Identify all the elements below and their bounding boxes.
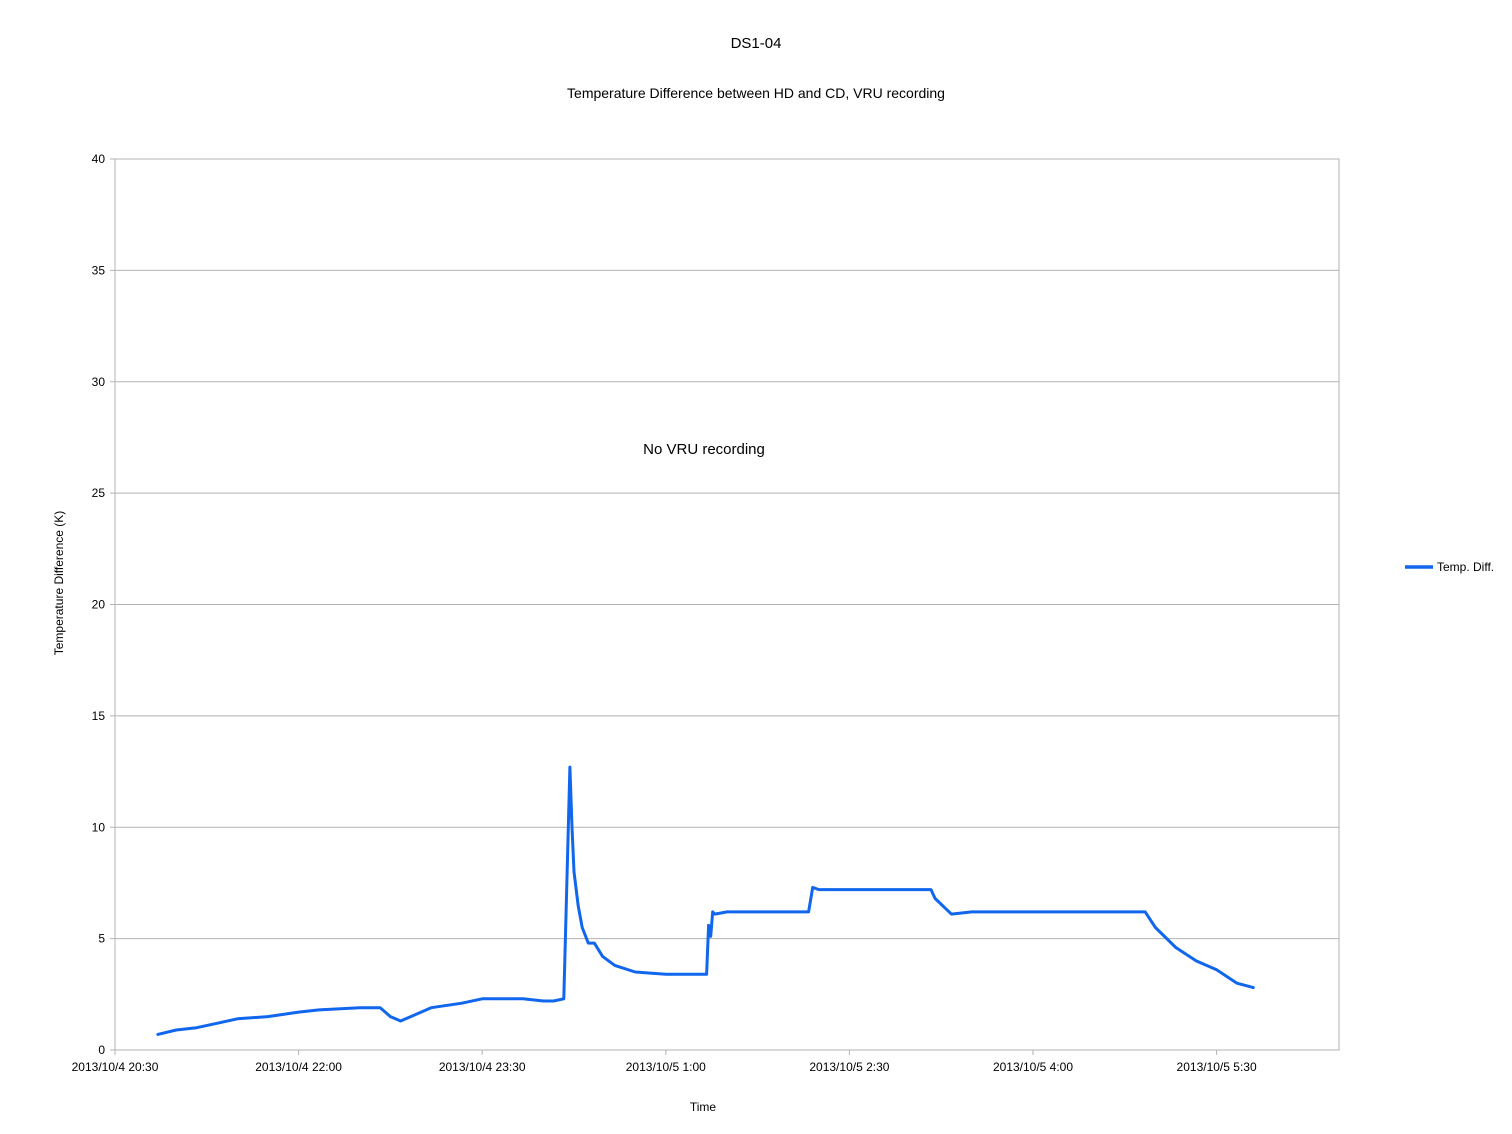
- y-tick-label: 35: [92, 263, 106, 277]
- y-tick-label: 25: [92, 486, 106, 500]
- legend: Temp. Diff.: [1405, 560, 1494, 574]
- x-axis: 2013/10/4 20:30 2013/10/4 22:00 2013/10/4 …: [72, 1050, 1257, 1074]
- legend-label: Temp. Diff.: [1437, 560, 1494, 574]
- y-axis-label: Temperature Difference (K): [52, 511, 66, 656]
- annotation-no-vru: No VRU recording: [643, 441, 765, 458]
- x-tick-label: 2013/10/5 2:30: [809, 1060, 889, 1074]
- x-tick-label: 2013/10/4 20:30: [72, 1060, 159, 1074]
- x-tick-label: 2013/10/5 5:30: [1177, 1060, 1257, 1074]
- x-tick-label: 2013/10/5 1:00: [626, 1060, 706, 1074]
- y-tick-label: 20: [92, 598, 106, 612]
- y-tick-label: 10: [92, 820, 106, 834]
- x-tick-label: 2013/10/4 22:00: [255, 1060, 342, 1074]
- y-tick-label: 5: [98, 932, 105, 946]
- chart-title: DS1-04: [731, 35, 782, 52]
- series-line-temp-diff: [156, 765, 1255, 1036]
- chart-subtitle: Temperature Difference between HD and CD…: [567, 85, 945, 101]
- y-tick-label: 30: [92, 375, 106, 389]
- series-group: [156, 765, 1255, 1036]
- gridlines: [115, 158, 1339, 1051]
- x-axis-label: Time: [690, 1100, 717, 1114]
- y-tick-label: 40: [92, 152, 106, 166]
- x-tick-label: 2013/10/5 4:00: [993, 1060, 1073, 1074]
- y-tick-label: 0: [98, 1043, 105, 1057]
- y-tick-label: 15: [92, 709, 106, 723]
- y-axis: 0 5 10 15 20 25 30 35 40: [92, 152, 115, 1057]
- x-tick-label: 2013/10/4 23:30: [439, 1060, 526, 1074]
